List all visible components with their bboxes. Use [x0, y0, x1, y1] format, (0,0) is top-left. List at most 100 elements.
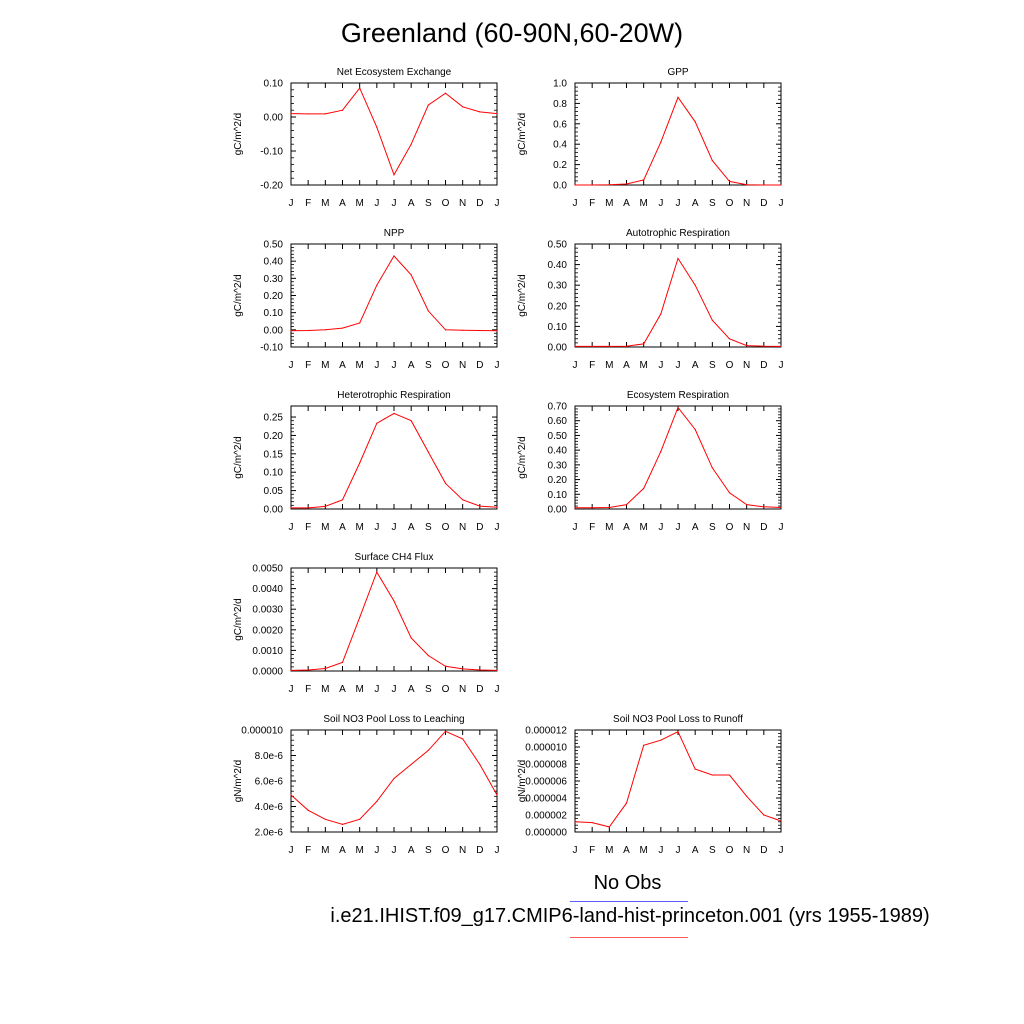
- data-point: [427, 451, 429, 453]
- x-tick-label: J: [392, 522, 397, 533]
- x-tick-label: F: [589, 360, 595, 371]
- chart-panel: NPP gC/m^2/d -0.10 0.00 0.10 0.20 0.30 0.40 0.50…: [233, 228, 500, 371]
- x-tick-label: A: [408, 684, 415, 695]
- y-tick-label: 0.00: [548, 343, 568, 354]
- y-tick-label: 0.30: [264, 274, 284, 285]
- data-point: [608, 826, 610, 828]
- x-tick-label: F: [589, 522, 595, 533]
- x-tick-label: J: [392, 845, 397, 856]
- x-tick-label: J: [374, 198, 379, 209]
- data-point: [780, 184, 782, 186]
- x-tick-label: J: [392, 684, 397, 695]
- x-tick-label: J: [374, 360, 379, 371]
- y-tick-label: 0.20: [264, 431, 284, 442]
- y-tick-label: 0.10: [548, 322, 568, 333]
- y-tick-label: 0.10: [264, 468, 284, 479]
- data-point: [341, 823, 344, 825]
- x-tick-label: J: [374, 684, 379, 695]
- y-tick-label: 0.40: [548, 446, 568, 457]
- data-point: [677, 406, 679, 409]
- x-tick-label: A: [408, 360, 415, 371]
- y-tick-label: 0.10: [264, 79, 284, 90]
- x-tick-label: N: [459, 522, 466, 533]
- data-point: [307, 507, 309, 509]
- y-axis-label: gC/m^2/d: [233, 274, 244, 317]
- x-tick-label: M: [355, 684, 363, 695]
- y-tick-label: 6.0e-6: [255, 777, 284, 788]
- y-tick-label: 0.10: [264, 308, 284, 319]
- x-tick-label: D: [760, 522, 767, 533]
- data-point: [763, 506, 765, 508]
- data-point: [324, 667, 326, 670]
- x-tick-label: M: [355, 845, 363, 856]
- legend-case-label: i.e21.IHIST.f09_g17.CMIP6-land-hist-prin…: [330, 905, 930, 927]
- chart-title: NPP: [384, 228, 405, 239]
- x-tick-label: M: [639, 522, 647, 533]
- y-tick-label: 0.0050: [252, 564, 283, 575]
- data-point: [660, 451, 662, 453]
- data-point: [359, 616, 361, 619]
- y-tick-label: 0.0010: [252, 646, 283, 657]
- chart-panel: Ecosystem Respiration gC/m^2/d 0.00 0.10 0.2…: [517, 390, 784, 533]
- x-tick-label: F: [589, 198, 595, 209]
- data-point: [393, 412, 395, 414]
- y-axis-label: gC/m^2/d: [233, 598, 244, 641]
- x-tick-label: J: [289, 198, 294, 209]
- data-point: [359, 87, 361, 89]
- y-tick-label: 1.0: [553, 79, 567, 90]
- data-point: [479, 669, 481, 671]
- data-point: [677, 96, 679, 98]
- data-point: [462, 499, 464, 501]
- y-tick-label: -0.10: [260, 343, 283, 354]
- data-point: [307, 113, 309, 115]
- y-tick-label: 0.70: [548, 402, 568, 413]
- x-tick-label: D: [476, 522, 483, 533]
- x-tick-label: A: [339, 684, 346, 695]
- data-point: [341, 327, 344, 329]
- series-line: [575, 406, 782, 509]
- x-tick-label: F: [305, 684, 311, 695]
- series-line: [574, 731, 782, 828]
- data-point: [376, 422, 378, 424]
- data-point: [591, 822, 593, 824]
- y-tick-label: 0.00: [264, 325, 284, 336]
- data-point: [496, 506, 498, 508]
- x-tick-label: N: [743, 522, 750, 533]
- x-tick-label: A: [692, 845, 699, 856]
- chart-title: Ecosystem Respiration: [627, 390, 729, 401]
- y-tick-label: 0.000010: [525, 743, 567, 754]
- data-point: [479, 763, 481, 766]
- x-tick-label: O: [442, 198, 450, 209]
- x-tick-label: S: [709, 198, 716, 209]
- chart-panel: Soil NO3 Pool Loss to Leaching gN/m^2/d 2.…: [233, 714, 500, 856]
- data-point: [444, 730, 447, 732]
- x-tick-label: A: [623, 198, 630, 209]
- data-point: [341, 499, 344, 501]
- data-point: [711, 774, 713, 776]
- data-point: [574, 345, 576, 347]
- x-tick-label: J: [495, 360, 500, 371]
- chart-title: Surface CH4 Flux: [355, 552, 434, 563]
- data-point: [746, 344, 748, 347]
- x-tick-label: J: [676, 522, 681, 533]
- data-point: [780, 820, 782, 822]
- x-tick-label: F: [305, 198, 311, 209]
- data-point: [341, 109, 344, 111]
- y-axis-label: gC/m^2/d: [233, 113, 244, 156]
- data-point: [643, 744, 645, 746]
- x-tick-label: A: [408, 845, 415, 856]
- data-point: [711, 319, 713, 321]
- series-line: [290, 87, 498, 176]
- y-tick-label: 0.10: [548, 490, 568, 501]
- data-point: [479, 505, 481, 507]
- data-point: [462, 668, 464, 670]
- y-tick-label: 0.0030: [252, 605, 283, 616]
- legend-case-line: [570, 937, 688, 938]
- x-tick-label: J: [289, 360, 294, 371]
- data-point: [574, 821, 576, 823]
- x-tick-label: M: [355, 198, 363, 209]
- data-point: [410, 763, 412, 766]
- data-point: [496, 113, 498, 115]
- x-tick-label: O: [442, 522, 450, 533]
